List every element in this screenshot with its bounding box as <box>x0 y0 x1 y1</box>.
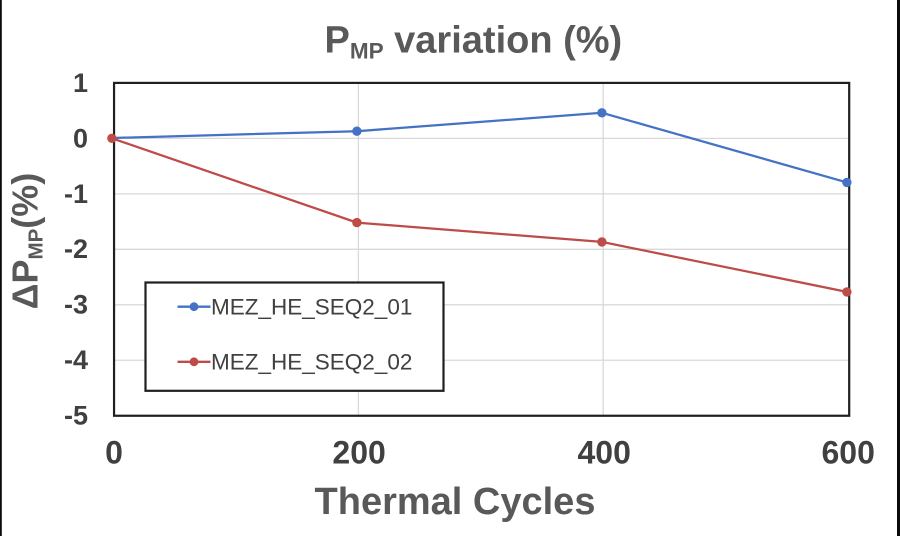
svg-text:400: 400 <box>578 434 631 470</box>
svg-text:-5: -5 <box>64 401 88 431</box>
svg-text:MEZ_HE_SEQ2_01: MEZ_HE_SEQ2_01 <box>211 295 412 320</box>
svg-text:0: 0 <box>105 434 123 470</box>
svg-text:-1: -1 <box>64 179 88 209</box>
svg-text:0: 0 <box>73 123 88 153</box>
svg-text:1: 1 <box>73 68 88 98</box>
svg-text:Thermal Cycles: Thermal Cycles <box>315 481 596 523</box>
svg-text:MEZ_HE_SEQ2_02: MEZ_HE_SEQ2_02 <box>211 350 412 375</box>
svg-text:600: 600 <box>822 434 875 470</box>
svg-text:PMP variation (%): PMP variation (%) <box>325 19 623 63</box>
svg-text:-4: -4 <box>64 345 88 375</box>
svg-text:200: 200 <box>332 434 385 470</box>
svg-text:-3: -3 <box>64 290 88 320</box>
svg-text:-2: -2 <box>64 234 88 264</box>
